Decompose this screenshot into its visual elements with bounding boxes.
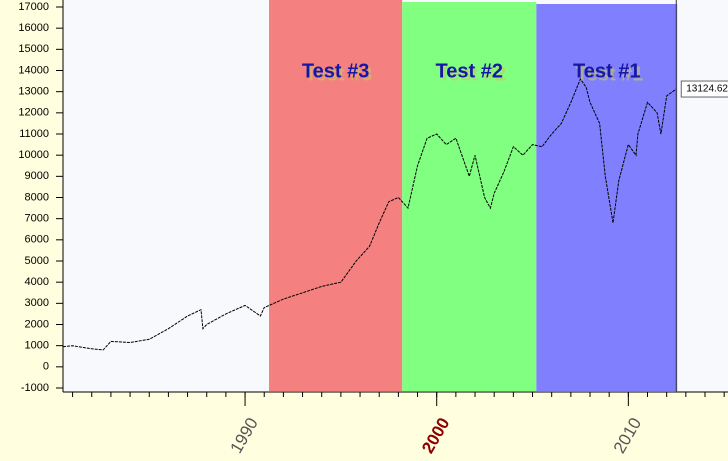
region-label-shadow: Test #2 — [439, 63, 506, 85]
y-tick-label: 1000 — [25, 340, 49, 352]
y-tick-label: 8000 — [25, 191, 49, 203]
test-region — [402, 2, 537, 391]
y-tick-label: 7000 — [25, 213, 49, 225]
y-tick-label: 9000 — [25, 170, 49, 182]
region-label: Test #1 — [573, 60, 640, 82]
y-tick-label: 2000 — [25, 318, 49, 330]
y-tick-label: 6000 — [25, 234, 49, 246]
y-tick-label: 3000 — [25, 297, 49, 309]
region-label-shadow: Test #1 — [576, 63, 643, 85]
y-tick-label: 17000 — [18, 1, 49, 13]
y-tick-label: 12000 — [18, 107, 49, 119]
test-region — [269, 0, 403, 391]
region-label: Test #2 — [436, 60, 503, 82]
region-label-shadow: Test #3 — [305, 63, 372, 85]
y-tick-label: 14000 — [18, 64, 49, 76]
y-tick-label: 15000 — [18, 43, 49, 55]
y-tick-label: 0 — [43, 361, 49, 373]
y-tick-label: 16000 — [18, 22, 49, 34]
end-label-box — [680, 80, 728, 98]
y-tick-label: -1000 — [21, 382, 49, 394]
test-region — [536, 4, 678, 391]
y-tick-label: 11000 — [19, 128, 49, 140]
end-label: 13124.62 — [686, 84, 728, 95]
y-tick-label: 4000 — [25, 276, 49, 288]
region-label: Test #3 — [302, 60, 369, 82]
y-tick-label: 10000 — [18, 149, 49, 161]
y-tick-label: 5000 — [25, 255, 49, 267]
y-tick-label: 13000 — [18, 86, 49, 98]
